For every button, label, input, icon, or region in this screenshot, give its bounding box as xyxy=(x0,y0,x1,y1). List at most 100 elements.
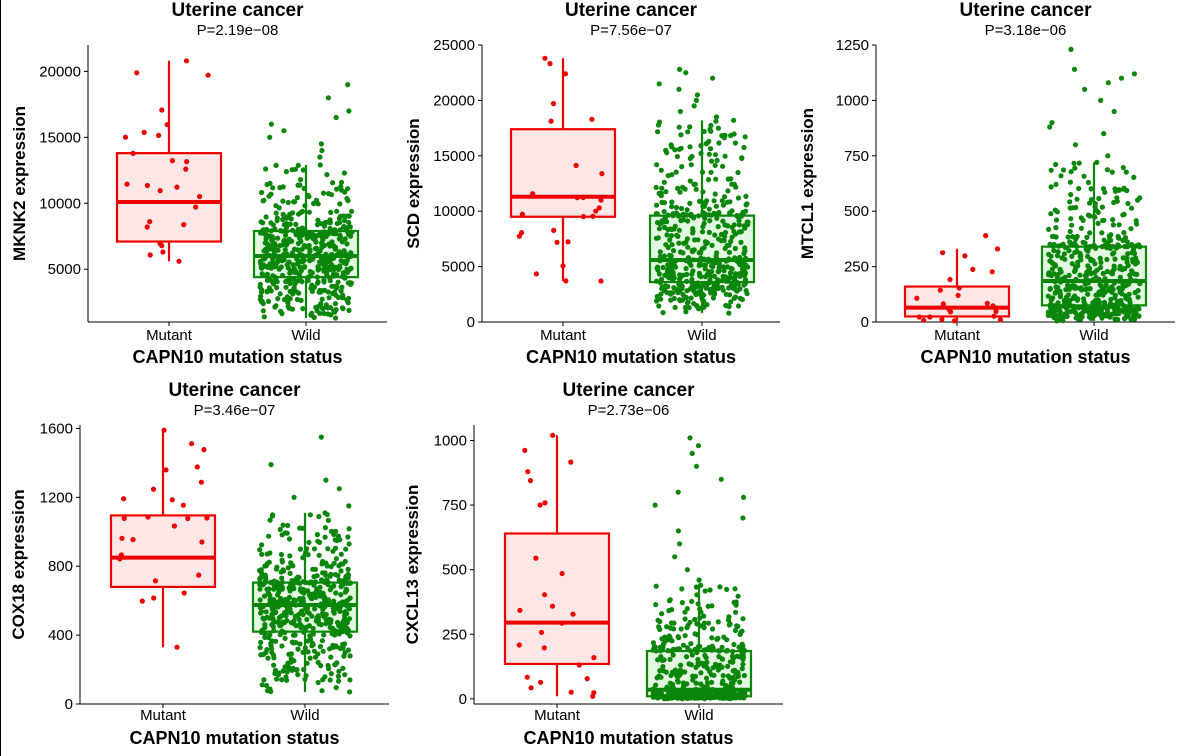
data-point xyxy=(703,141,709,147)
data-point xyxy=(300,555,306,561)
data-point xyxy=(548,118,554,124)
data-point xyxy=(287,296,293,302)
data-point xyxy=(292,613,298,620)
data-point xyxy=(653,202,660,208)
data-point xyxy=(325,191,332,197)
data-point xyxy=(306,539,312,546)
data-point xyxy=(665,648,671,654)
data-point xyxy=(739,211,745,217)
data-point xyxy=(688,213,694,219)
data-point xyxy=(286,594,292,600)
data-point xyxy=(682,186,688,192)
data-point xyxy=(270,185,276,191)
data-point xyxy=(1058,269,1064,275)
data-point xyxy=(683,294,689,300)
data-point xyxy=(713,114,720,120)
data-point xyxy=(667,237,673,243)
data-point xyxy=(1088,186,1094,192)
data-point xyxy=(299,225,305,231)
data-point xyxy=(732,275,738,282)
data-point xyxy=(326,241,332,247)
data-point xyxy=(257,547,263,553)
data-point xyxy=(341,258,348,264)
data-point xyxy=(291,199,297,205)
data-point xyxy=(309,310,315,316)
data-point xyxy=(716,263,723,270)
data-point xyxy=(1110,286,1116,293)
data-point xyxy=(690,677,696,683)
data-point xyxy=(687,144,693,150)
data-point xyxy=(697,615,703,621)
data-point xyxy=(156,132,162,138)
data-point xyxy=(669,199,675,205)
data-point xyxy=(338,568,344,574)
data-point xyxy=(732,294,739,300)
data-point xyxy=(1127,299,1133,306)
data-point xyxy=(144,224,150,230)
data-point xyxy=(303,624,309,630)
data-point xyxy=(517,607,523,614)
data-point xyxy=(306,209,312,215)
data-point xyxy=(1117,274,1123,280)
data-point xyxy=(681,212,688,218)
data-point xyxy=(697,198,703,204)
data-point xyxy=(1134,304,1141,310)
data-point xyxy=(712,152,719,158)
data-point xyxy=(302,676,308,682)
data-point xyxy=(1050,295,1056,301)
data-point xyxy=(660,664,666,670)
data-point xyxy=(330,548,336,554)
data-point xyxy=(331,583,337,589)
data-point xyxy=(654,211,660,217)
data-point xyxy=(328,262,335,268)
data-point xyxy=(654,265,660,271)
y-tick-label: 250 xyxy=(844,259,869,276)
data-point xyxy=(317,584,323,590)
data-point xyxy=(342,558,348,565)
y-tick-label: 1000 xyxy=(836,92,869,109)
data-point xyxy=(690,230,696,236)
data-point xyxy=(309,643,315,649)
data-point xyxy=(328,209,334,215)
data-point xyxy=(320,648,326,654)
data-point xyxy=(297,525,303,531)
data-point xyxy=(693,97,700,103)
data-point xyxy=(709,263,715,269)
data-point xyxy=(285,304,291,310)
data-point xyxy=(713,253,719,259)
data-point xyxy=(533,271,540,277)
data-point xyxy=(272,263,278,269)
data-point xyxy=(309,282,315,288)
data-point xyxy=(275,296,281,302)
data-point xyxy=(685,129,691,135)
data-point xyxy=(290,291,296,297)
data-point xyxy=(1047,241,1053,247)
data-point xyxy=(269,649,275,656)
data-point xyxy=(673,169,679,175)
data-point xyxy=(287,588,293,594)
data-point xyxy=(654,278,660,284)
data-point xyxy=(1074,196,1080,202)
data-point xyxy=(712,232,718,238)
y-tick-label: 250 xyxy=(442,626,467,643)
data-point xyxy=(307,655,313,661)
box-wild xyxy=(251,434,359,695)
data-point xyxy=(1125,251,1131,257)
data-point xyxy=(271,628,277,634)
data-point xyxy=(1122,243,1128,250)
data-point xyxy=(1067,205,1073,211)
data-point xyxy=(300,579,306,585)
data-point xyxy=(277,185,283,191)
data-point xyxy=(1072,165,1078,171)
data-point xyxy=(279,258,285,264)
data-point xyxy=(1087,213,1093,219)
data-point xyxy=(707,146,714,152)
data-point xyxy=(559,570,565,577)
data-point xyxy=(139,598,145,604)
data-point xyxy=(677,298,683,304)
data-point xyxy=(267,180,273,186)
data-point xyxy=(669,669,676,675)
data-point xyxy=(278,586,284,592)
data-point xyxy=(260,308,266,314)
